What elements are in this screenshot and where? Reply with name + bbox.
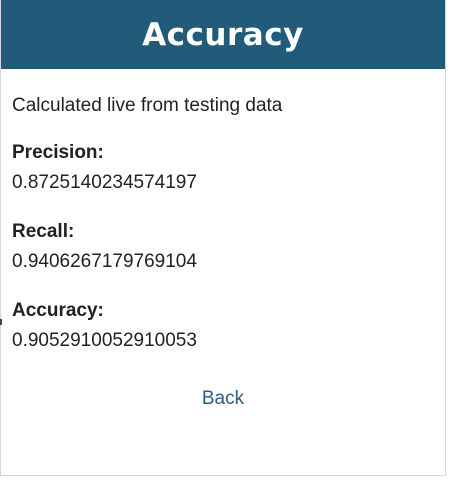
page-title: Accuracy — [142, 16, 304, 53]
recall-label: Recall: — [12, 221, 75, 242]
card-body: Calculated live from testing data Precis… — [1, 69, 445, 411]
subtitle-text: Calculated live from testing data — [12, 95, 283, 116]
recall-value: 0.9406267179769104 — [12, 251, 197, 272]
accuracy-metric: Accuracy: 0.9052910052910053 — [12, 299, 434, 353]
precision-label: Precision: — [12, 142, 104, 163]
recall-metric: Recall: 0.9406267179769104 — [12, 220, 434, 274]
edge-marker — [0, 319, 2, 325]
back-link[interactable]: Back — [201, 388, 245, 409]
accuracy-label: Accuracy: — [12, 300, 104, 321]
accuracy-value: 0.9052910052910053 — [12, 330, 197, 351]
accuracy-card: Accuracy Calculated live from testing da… — [0, 0, 446, 476]
precision-metric: Precision: 0.8725140234574197 — [12, 141, 434, 195]
card-header: Accuracy — [1, 0, 445, 69]
precision-value: 0.8725140234574197 — [12, 172, 197, 193]
